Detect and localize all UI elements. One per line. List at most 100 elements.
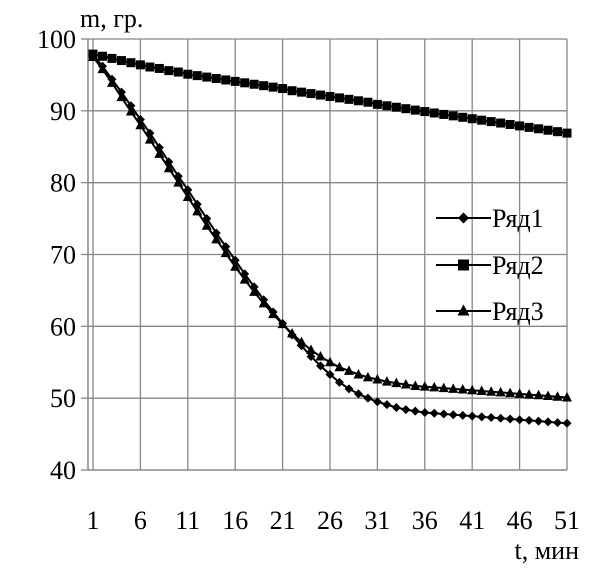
data-point — [515, 415, 525, 425]
data-point — [467, 384, 478, 395]
data-point — [344, 94, 354, 104]
data-point — [230, 261, 241, 271]
axes — [81, 38, 567, 471]
data-point — [505, 119, 515, 129]
data-point — [505, 414, 515, 424]
data-point — [401, 405, 411, 415]
data-point — [514, 388, 525, 398]
data-point — [400, 379, 411, 389]
y-axis-label: m, гр. — [80, 4, 143, 33]
data-point — [524, 122, 534, 132]
data-point — [173, 67, 183, 77]
data-point — [381, 376, 392, 386]
data-point — [562, 128, 572, 138]
data-point — [562, 391, 572, 402]
data-point — [268, 308, 279, 319]
data-point — [457, 384, 468, 394]
data-point — [343, 365, 354, 375]
data-point — [97, 63, 108, 74]
data-point — [183, 69, 193, 79]
x-tick-label: 16 — [222, 506, 248, 535]
data-point — [410, 380, 421, 390]
series-2 — [88, 49, 572, 138]
x-tick-label: 46 — [507, 506, 533, 535]
data-point — [287, 328, 298, 338]
data-point — [353, 368, 364, 379]
data-point — [382, 400, 392, 410]
data-point — [164, 66, 174, 76]
legend-label-series-3: Ряд3 — [492, 297, 544, 326]
data-point — [126, 58, 136, 68]
data-point — [211, 233, 222, 244]
data-point — [353, 389, 363, 399]
y-tick-label: 40 — [50, 456, 76, 485]
data-point — [382, 101, 392, 111]
data-point — [125, 106, 136, 116]
data-point — [163, 162, 174, 173]
data-point — [116, 91, 127, 102]
data-point — [543, 417, 553, 427]
data-point — [325, 91, 335, 101]
data-point — [448, 410, 458, 420]
data-point — [439, 109, 449, 119]
legend-marker-series-1 — [458, 212, 469, 224]
data-point — [486, 413, 496, 423]
data-point — [524, 389, 535, 399]
data-point — [495, 386, 506, 397]
data-point — [429, 108, 439, 118]
data-point — [401, 104, 411, 114]
data-point — [420, 408, 430, 418]
data-point — [476, 385, 487, 395]
legend-item-series-3: Ряд3 — [436, 297, 544, 326]
data-point — [107, 53, 117, 63]
data-point — [192, 71, 202, 81]
data-point — [533, 389, 544, 400]
data-point — [306, 344, 317, 355]
data-point — [410, 406, 420, 416]
data-point — [249, 79, 259, 89]
y-tick-label: 100 — [37, 25, 76, 54]
data-point — [182, 191, 193, 202]
data-point — [534, 416, 544, 426]
series-3 — [88, 51, 572, 402]
data-point — [325, 356, 335, 367]
data-point — [259, 81, 269, 91]
data-point — [221, 75, 231, 85]
data-point — [543, 390, 554, 401]
data-point — [278, 84, 288, 94]
data-point — [372, 99, 382, 109]
data-point — [496, 118, 506, 128]
data-point — [477, 412, 487, 422]
data-point — [240, 78, 250, 88]
data-point — [192, 205, 203, 216]
data-point — [315, 351, 326, 361]
data-point — [391, 102, 401, 112]
x-tick-label: 21 — [270, 506, 296, 535]
data-point — [429, 381, 440, 392]
data-point — [144, 134, 155, 144]
data-point — [438, 382, 449, 393]
data-point — [116, 56, 126, 66]
data-point — [277, 318, 288, 329]
data-point — [353, 96, 363, 106]
data-point — [201, 220, 212, 230]
data-point — [505, 387, 516, 398]
legend-label-series-2: Ряд2 — [492, 251, 544, 280]
data-point — [334, 361, 345, 372]
data-point — [553, 418, 563, 428]
data-point — [325, 369, 335, 379]
data-point — [372, 373, 383, 384]
data-point — [534, 124, 544, 134]
data-point — [372, 397, 382, 407]
data-point — [334, 93, 344, 103]
data-point — [477, 115, 487, 125]
data-point — [135, 60, 145, 70]
data-point — [145, 62, 155, 72]
legend: Ряд1 Ряд2 Ряд3 — [436, 204, 544, 326]
data-point — [268, 82, 278, 92]
legend-label-series-1: Ряд1 — [492, 204, 544, 233]
data-point — [202, 72, 212, 82]
data-point — [562, 418, 572, 428]
x-tick-label: 51 — [554, 506, 580, 535]
